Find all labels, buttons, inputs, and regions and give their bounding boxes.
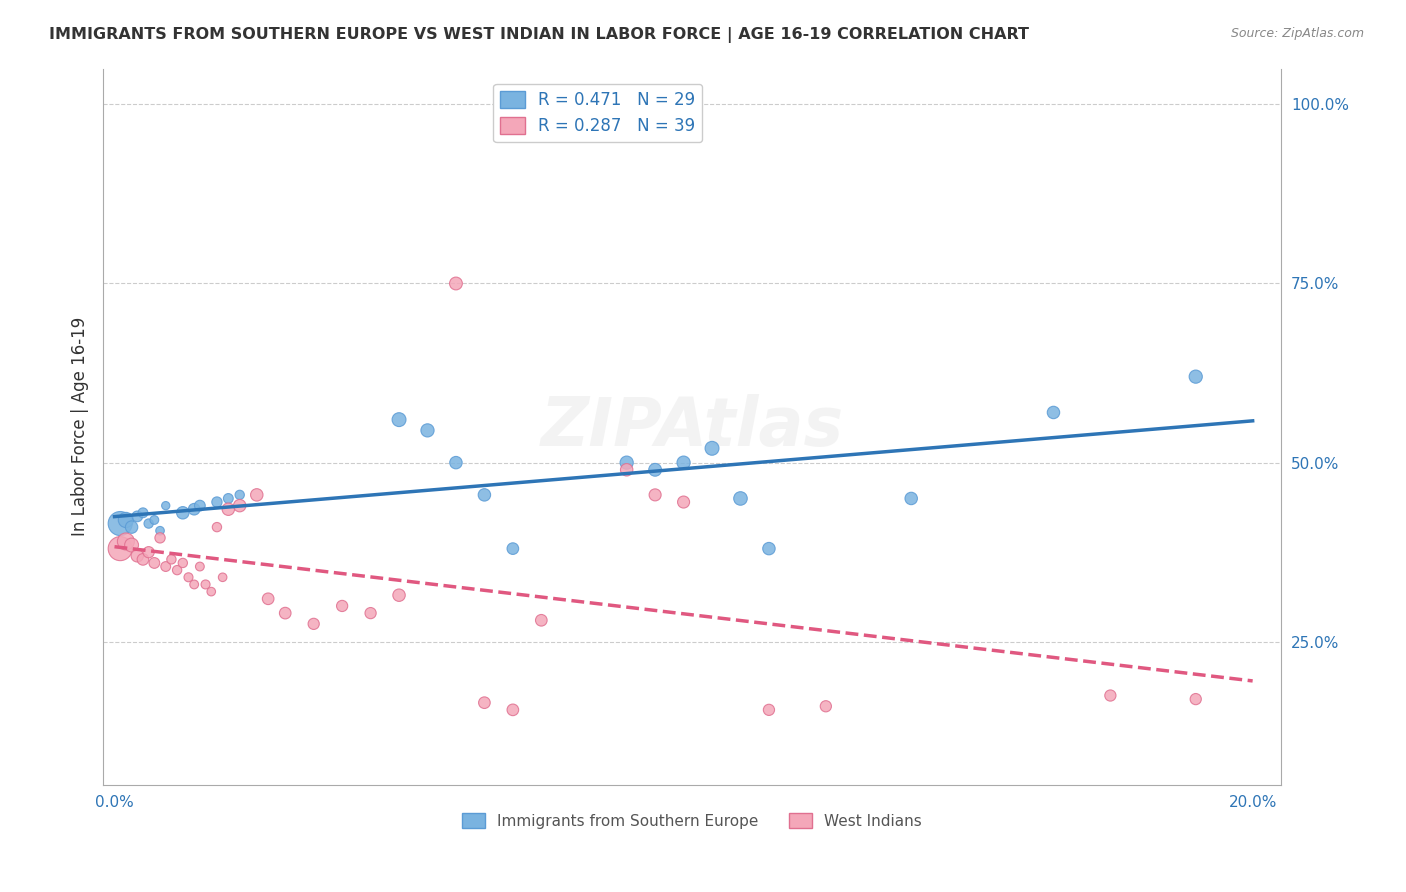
Point [143, 556, 166, 570]
Point [388, 412, 411, 426]
Point [1184, 692, 1206, 706]
Point [388, 588, 411, 602]
Point [183, 577, 205, 591]
Point [228, 499, 250, 513]
Point [200, 584, 222, 599]
Point [155, 499, 177, 513]
Point [302, 616, 325, 631]
Point [274, 606, 297, 620]
Point [502, 541, 524, 556]
Point [330, 599, 353, 613]
Point [1042, 405, 1064, 419]
Point [444, 277, 467, 291]
Point [474, 696, 496, 710]
Legend: Immigrants from Southern Europe, West Indians: Immigrants from Southern Europe, West In… [456, 806, 928, 835]
Point [205, 495, 228, 509]
Point [758, 703, 780, 717]
Point [205, 520, 228, 534]
Point [502, 703, 524, 717]
Point [644, 488, 666, 502]
Point [160, 552, 183, 566]
Point [444, 456, 467, 470]
Point [217, 502, 239, 516]
Text: ZIPAtlas: ZIPAtlas [540, 393, 844, 459]
Point [172, 556, 194, 570]
Point [1184, 369, 1206, 384]
Point [360, 606, 382, 620]
Point [900, 491, 922, 506]
Point [758, 541, 780, 556]
Point [143, 513, 166, 527]
Point [530, 613, 553, 627]
Point [416, 423, 439, 437]
Point [127, 549, 149, 563]
Point [183, 502, 205, 516]
Point [138, 545, 160, 559]
Point [166, 563, 188, 577]
Point [616, 463, 638, 477]
Point [644, 463, 666, 477]
Point [672, 495, 695, 509]
Point [257, 591, 280, 606]
Point [211, 570, 233, 584]
Text: IMMIGRANTS FROM SOUTHERN EUROPE VS WEST INDIAN IN LABOR FORCE | AGE 16-19 CORREL: IMMIGRANTS FROM SOUTHERN EUROPE VS WEST … [49, 27, 1029, 43]
Point [246, 488, 269, 502]
Point [115, 513, 138, 527]
Point [730, 491, 752, 506]
Point [127, 509, 149, 524]
Point [1099, 689, 1122, 703]
Point [132, 552, 155, 566]
Point [814, 699, 837, 714]
Point [672, 456, 695, 470]
Text: Source: ZipAtlas.com: Source: ZipAtlas.com [1230, 27, 1364, 40]
Point [155, 559, 177, 574]
Point [700, 442, 723, 456]
Point [132, 506, 155, 520]
Point [149, 531, 172, 545]
Point [121, 538, 143, 552]
Point [138, 516, 160, 531]
Point [121, 520, 143, 534]
Point [474, 488, 496, 502]
Point [616, 456, 638, 470]
Point [149, 524, 172, 538]
Point [188, 499, 211, 513]
Point [115, 534, 138, 549]
Point [188, 559, 211, 574]
Point [217, 491, 239, 506]
Point [108, 541, 131, 556]
Y-axis label: In Labor Force | Age 16-19: In Labor Force | Age 16-19 [72, 318, 89, 536]
Point [172, 506, 194, 520]
Point [177, 570, 200, 584]
Point [194, 577, 217, 591]
Point [228, 488, 250, 502]
Point [108, 516, 131, 531]
